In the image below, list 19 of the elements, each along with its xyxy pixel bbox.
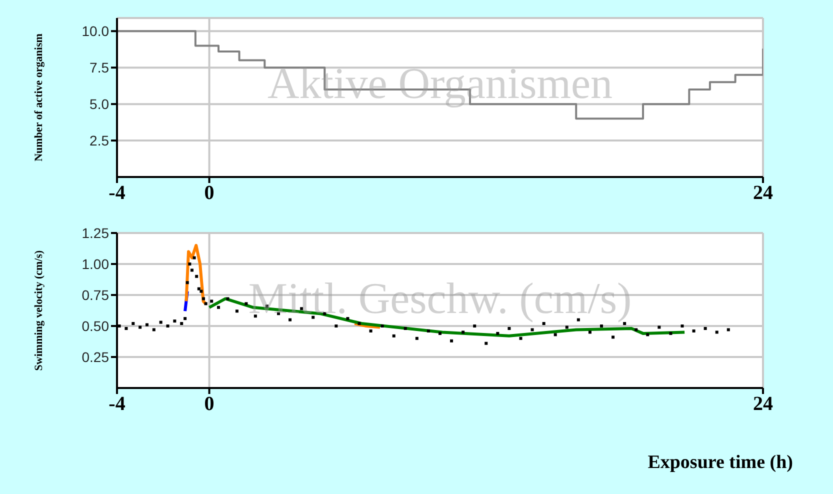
x-tick-label: -4 <box>108 182 126 204</box>
y-tick-label: 0.50 <box>82 318 110 334</box>
y-axis-title: Swimming velocity (cm/s) <box>33 250 45 371</box>
x-tick-label: 0 <box>204 393 214 416</box>
y-tick-label: 10.0 <box>82 23 110 40</box>
x-tick-label: 0 <box>204 182 214 204</box>
y-tick-label: 5.0 <box>90 96 110 112</box>
x-axis-title: Exposure time (h) <box>648 452 793 473</box>
line-series <box>184 244 208 306</box>
x-tick-label: -4 <box>108 393 126 416</box>
y-tick-label: 0.25 <box>82 348 110 365</box>
y-tick-label: 0.75 <box>82 286 110 303</box>
y-axis-title: Number of active organism <box>33 34 45 162</box>
x-tick-label: 24 <box>753 393 773 416</box>
y-tick-label: 2.5 <box>90 132 110 148</box>
y-tick-label: 1.00 <box>82 256 110 272</box>
y-tick-label: 7.5 <box>90 60 110 76</box>
y-tick-label: 1.25 <box>82 224 110 241</box>
x-tick-label: 24 <box>753 182 773 204</box>
